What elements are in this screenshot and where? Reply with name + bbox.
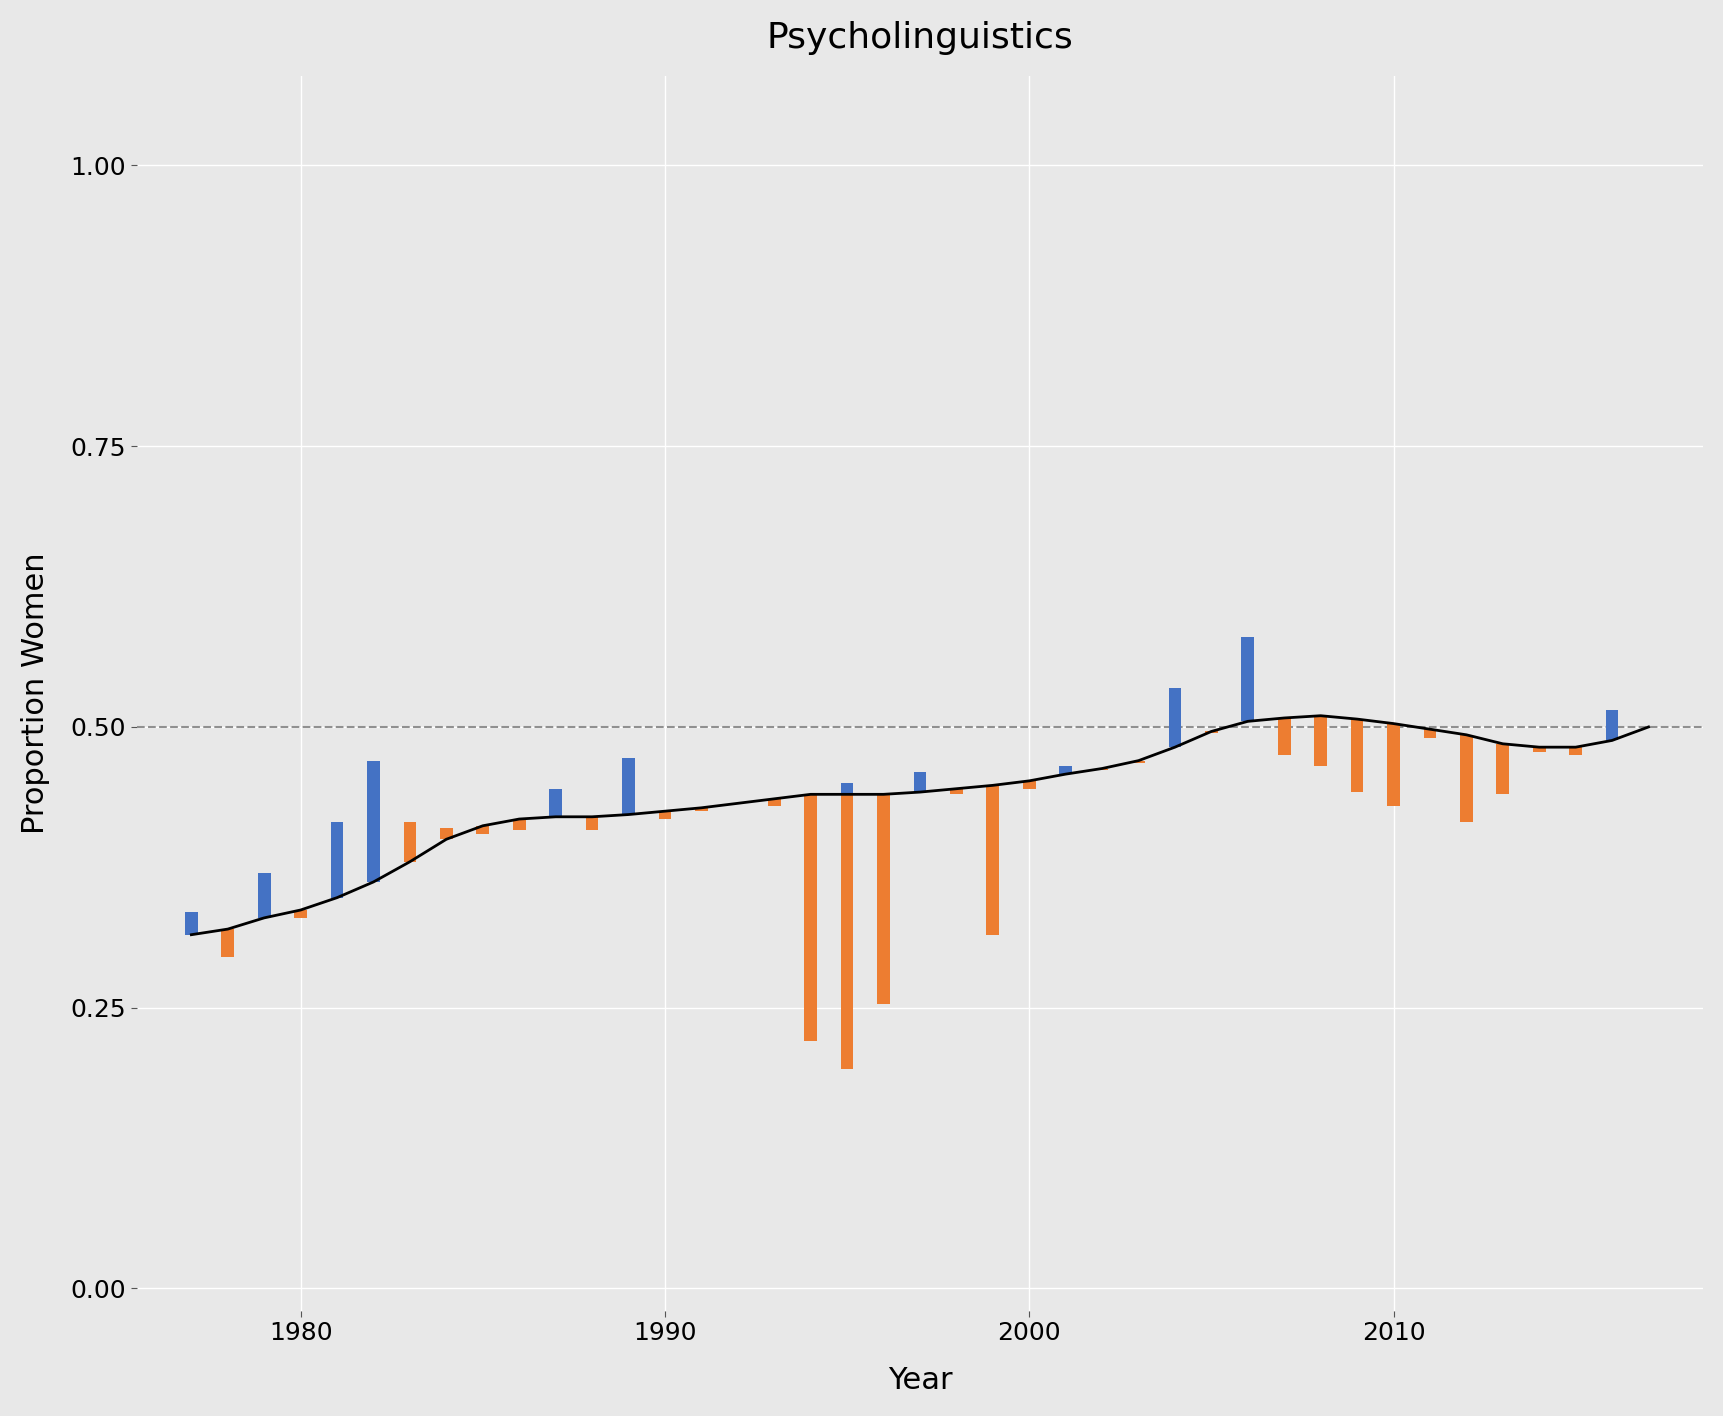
Bar: [586, 817, 598, 830]
Bar: [986, 786, 999, 935]
Bar: [1387, 724, 1399, 806]
Bar: [1058, 766, 1072, 775]
Bar: [1568, 748, 1582, 755]
Bar: [1022, 780, 1036, 789]
X-axis label: Year: Year: [887, 1366, 951, 1395]
Bar: [1496, 743, 1508, 794]
Y-axis label: Proportion Women: Proportion Women: [21, 552, 50, 834]
Bar: [877, 794, 889, 1004]
Bar: [1423, 729, 1435, 738]
Bar: [476, 826, 489, 834]
Bar: [913, 772, 925, 792]
Bar: [805, 794, 817, 1041]
Bar: [622, 759, 634, 814]
Bar: [1132, 760, 1144, 763]
Bar: [1349, 719, 1363, 792]
Bar: [1532, 748, 1546, 752]
Bar: [295, 910, 307, 918]
Bar: [841, 794, 853, 1069]
Bar: [221, 929, 234, 957]
Bar: [694, 807, 708, 811]
Bar: [1604, 709, 1618, 741]
Bar: [331, 823, 343, 898]
Bar: [1277, 718, 1291, 755]
Bar: [550, 789, 562, 817]
Bar: [439, 828, 453, 840]
Bar: [1313, 715, 1327, 766]
Bar: [658, 811, 670, 818]
Bar: [512, 818, 526, 830]
Bar: [258, 872, 271, 918]
Bar: [949, 789, 961, 794]
Bar: [184, 912, 198, 935]
Bar: [1241, 637, 1253, 721]
Bar: [403, 823, 415, 862]
Bar: [841, 783, 853, 794]
Bar: [1168, 688, 1180, 748]
Title: Psycholinguistics: Psycholinguistics: [767, 21, 1073, 55]
Bar: [367, 760, 379, 882]
Bar: [767, 799, 781, 806]
Bar: [1459, 735, 1471, 823]
